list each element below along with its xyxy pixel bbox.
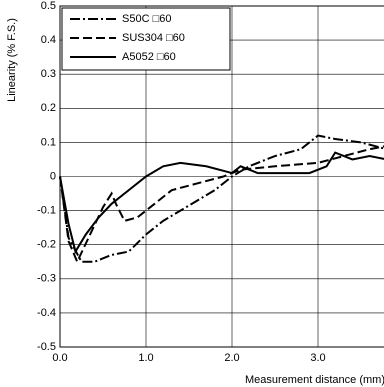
x-axis-label: Measurement distance (mm)	[245, 374, 384, 386]
legend-label: A5052 □60	[122, 51, 176, 63]
legend: S50C □60 SUS304 □60 A5052 □60	[61, 7, 231, 71]
y-tick-label: 0.2	[41, 102, 56, 114]
y-tick-label: 0	[50, 170, 56, 182]
y-tick-label: 0.4	[41, 34, 56, 46]
y-tick-label: 0.5	[41, 0, 56, 12]
data-line	[59, 134, 384, 263]
data-line	[59, 145, 384, 265]
y-tick-label: -0.2	[37, 239, 56, 251]
x-tick-label: 0.0	[52, 352, 67, 364]
x-tick-label: 1.0	[138, 352, 153, 364]
y-tick-label: 0.3	[41, 68, 56, 80]
y-tick-label: -0.5	[37, 341, 56, 353]
legend-label: SUS304 □60	[122, 32, 185, 44]
y-tick-label: -0.3	[37, 273, 56, 285]
y-tick-label: -0.4	[37, 307, 56, 319]
y-tick-label: 0.1	[41, 136, 56, 148]
x-tick-label: 3.0	[310, 352, 325, 364]
y-tick-label: -0.1	[37, 205, 56, 217]
y-axis-label: Linearity (% F.S.)	[6, 18, 18, 102]
legend-label: S50C □60	[122, 13, 171, 25]
x-tick-label: 2.0	[224, 352, 239, 364]
data-line	[59, 151, 384, 255]
